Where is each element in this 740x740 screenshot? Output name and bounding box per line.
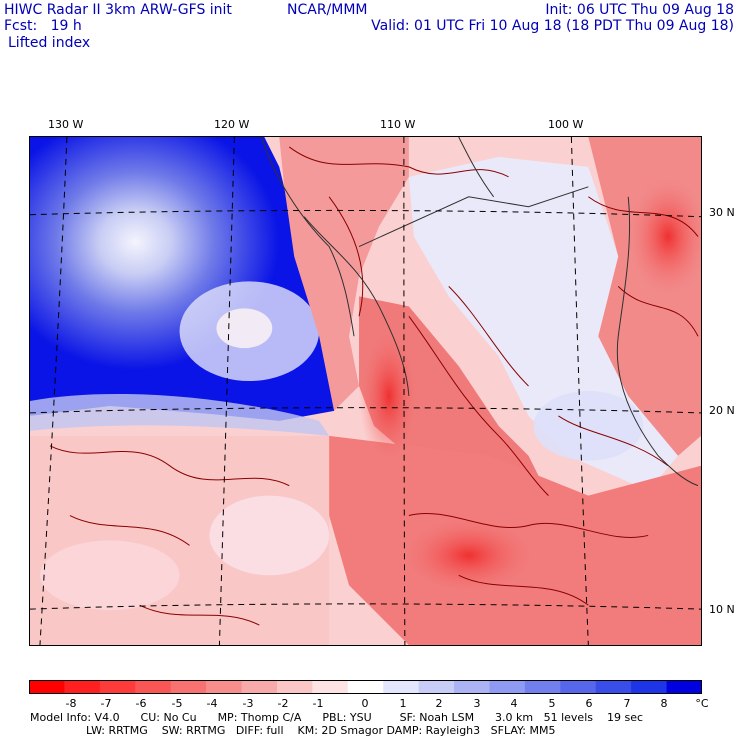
instability-maximum bbox=[359, 326, 419, 466]
colorbar-swatch bbox=[454, 680, 490, 694]
colorbar-swatch bbox=[489, 680, 526, 694]
lat-label-30n: 30 N bbox=[709, 206, 735, 219]
lat-label-20n: 20 N bbox=[709, 404, 735, 417]
lon-label-100w: 100 W bbox=[548, 118, 584, 131]
model-info-line-1: Model Info: V4.0 CU: No Cu MP: Thomp C/A… bbox=[30, 711, 644, 724]
colorbar-tick-label: -3 bbox=[242, 697, 254, 710]
colorbar-tick-label: 4 bbox=[510, 697, 518, 710]
colorbar-tick-label: -1 bbox=[312, 697, 324, 710]
lon-label-110w: 110 W bbox=[380, 118, 416, 131]
colorbar-unit: °C bbox=[695, 697, 709, 710]
colorbar-swatch bbox=[418, 680, 455, 694]
colorbar-tick-label: 5 bbox=[548, 697, 556, 710]
colorbar-tick-label: -8 bbox=[65, 697, 77, 710]
colorbar-swatch bbox=[206, 680, 243, 694]
colorbar-swatch bbox=[312, 680, 349, 694]
colorbar-swatch bbox=[595, 680, 632, 694]
colorbar-border bbox=[29, 680, 702, 694]
colorbar-tick-label: 8 bbox=[660, 697, 668, 710]
sw-ocean-light-patch bbox=[209, 495, 330, 576]
colorbar-tick-label: 6 bbox=[585, 697, 593, 710]
colorbar-tick-label: 2 bbox=[435, 697, 443, 710]
organization-label: NCAR/MMM bbox=[287, 2, 368, 18]
colorbar-swatch bbox=[560, 680, 597, 694]
colorbar-swatch bbox=[170, 680, 207, 694]
contour-lines bbox=[49, 146, 699, 626]
colorbar-swatch bbox=[99, 680, 136, 694]
model-info-line-2: LW: RRTMG SW: RRTMG DIFF: full KM: 2D Sm… bbox=[30, 724, 556, 737]
colorbar-swatch bbox=[135, 680, 172, 694]
colorbar-swatch bbox=[276, 680, 313, 694]
colorbar-tick-label: 7 bbox=[623, 697, 631, 710]
instability-maximum bbox=[398, 515, 539, 596]
lat-label-10n: 10 N bbox=[709, 603, 735, 616]
instability-maximum bbox=[628, 176, 701, 297]
colorbar-tick-label: 0 bbox=[361, 697, 369, 710]
colorbar-swatch bbox=[666, 680, 702, 694]
colorbar-swatch bbox=[524, 680, 561, 694]
colorbar-swatch bbox=[64, 680, 101, 694]
colorbar-tick-label: -4 bbox=[206, 697, 218, 710]
swirl-core bbox=[216, 308, 273, 349]
lon-label-120w: 120 W bbox=[214, 118, 250, 131]
colorbar-swatch bbox=[29, 680, 65, 694]
colorbar-tick-label: -2 bbox=[277, 697, 289, 710]
colorbar-swatch bbox=[241, 680, 278, 694]
lifted-index-map bbox=[29, 136, 702, 646]
colorbar-tick-label: 3 bbox=[473, 697, 481, 710]
colorbar-swatch bbox=[347, 680, 384, 694]
colorbar-swatch bbox=[383, 680, 420, 694]
colorbar bbox=[29, 680, 702, 694]
lon-label-130w: 130 W bbox=[48, 118, 84, 131]
model-title: HIWC Radar II 3km ARW-GFS init bbox=[4, 2, 232, 18]
plateau-bluish-patch bbox=[533, 391, 644, 461]
init-time: Init: 06 UTC Thu 09 Aug 18 bbox=[545, 2, 734, 18]
colorbar-tick-label: -6 bbox=[135, 697, 147, 710]
swirl-tail bbox=[30, 393, 330, 436]
valid-time: Valid: 01 UTC Fri 10 Aug 18 (18 PDT Thu … bbox=[371, 18, 734, 34]
colorbar-tick-label: -7 bbox=[100, 697, 112, 710]
sw-ocean-light-patch bbox=[39, 540, 180, 611]
coastlines bbox=[260, 137, 699, 487]
colorbar-swatch bbox=[631, 680, 668, 694]
graticule bbox=[30, 137, 701, 645]
colorbar-tick-label: 1 bbox=[399, 697, 407, 710]
colorbar-tick-label: -5 bbox=[171, 697, 183, 710]
baja-region bbox=[279, 137, 409, 411]
field-name: Lifted index bbox=[8, 35, 91, 51]
forecast-hour: Fcst: 19 h bbox=[4, 18, 82, 34]
